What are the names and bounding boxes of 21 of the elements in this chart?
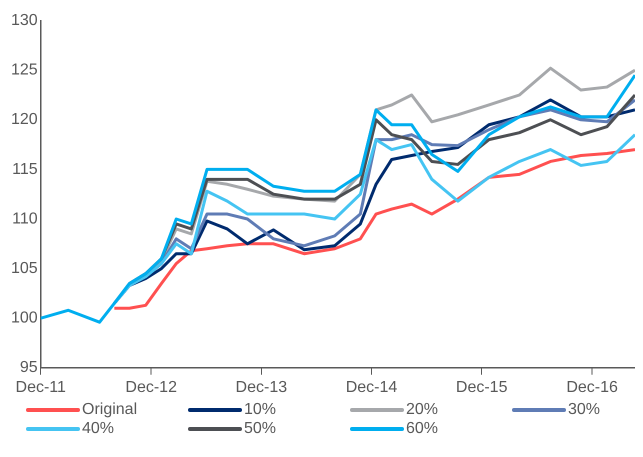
- legend-label: 20%: [406, 400, 438, 419]
- x-tick-label: Dec-13: [236, 378, 288, 396]
- legend-label: Original: [82, 400, 138, 419]
- y-tick-label: 115: [12, 160, 38, 178]
- y-tick-label: 100: [10, 310, 38, 327]
- y-tick-label: 95: [20, 359, 38, 376]
- x-tick-label: Dec-12: [125, 378, 178, 396]
- y-tick-label: 120: [10, 111, 38, 128]
- x-tick-label: Dec-14: [346, 378, 398, 396]
- x-tick-label: Dec-11: [16, 378, 66, 396]
- x-tick-label: Dec-16: [566, 378, 618, 396]
- legend-label: 40%: [82, 419, 114, 438]
- x-tick-label: Dec-15: [456, 378, 508, 396]
- y-tick-label: 105: [10, 260, 38, 278]
- y-tick-label: 125: [10, 62, 38, 79]
- y-tick-label: 130: [10, 12, 38, 30]
- legend-label: 60%: [406, 419, 438, 438]
- legend-label: 30%: [568, 400, 600, 419]
- legend-label: 10%: [244, 400, 276, 419]
- y-tick-label: 110: [12, 210, 38, 228]
- legend-label: 50%: [244, 419, 276, 438]
